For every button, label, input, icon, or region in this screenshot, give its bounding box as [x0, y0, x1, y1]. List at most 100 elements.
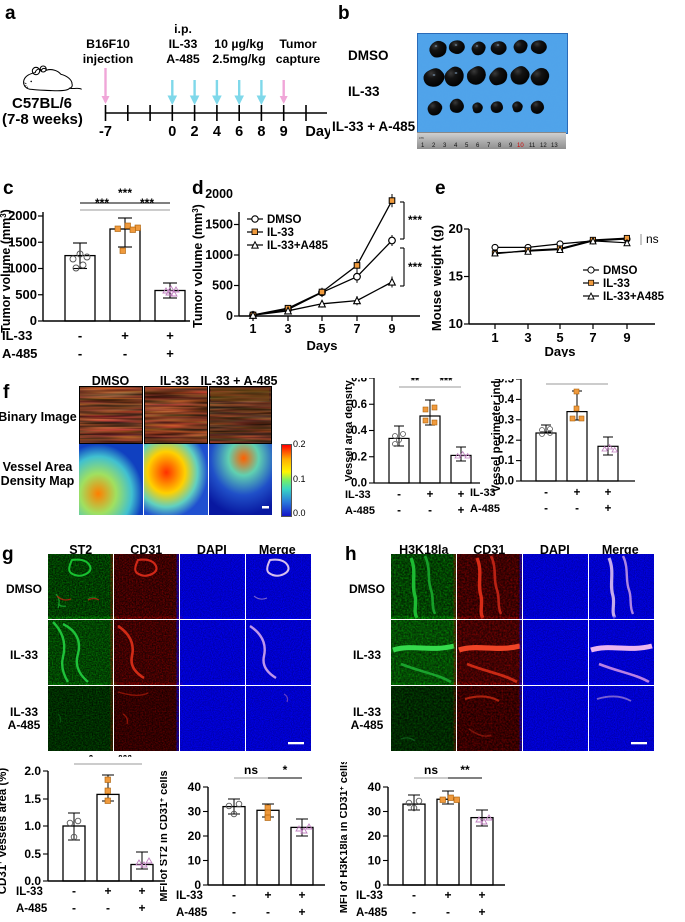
svg-text:2000: 2000 — [205, 187, 233, 201]
svg-text:MFI of ST2 in CD31+ cells: MFI of ST2 in CD31+ cells — [160, 770, 170, 901]
svg-text:5: 5 — [465, 143, 469, 149]
svg-text:0.5: 0.5 — [24, 847, 41, 861]
svg-text:IL-33: IL-33 — [176, 890, 203, 902]
svg-text:10 µg/kg: 10 µg/kg — [214, 37, 263, 51]
svg-text:ns: ns — [424, 763, 438, 777]
svg-text:+: + — [605, 503, 612, 515]
svg-text:Tumor: Tumor — [279, 37, 317, 51]
svg-text:+: + — [458, 505, 465, 517]
svg-text:-: - — [397, 489, 401, 501]
svg-text:IL-33: IL-33 — [470, 487, 496, 499]
svg-text:capture: capture — [276, 52, 321, 66]
svg-text:-: - — [575, 503, 579, 515]
svg-text:-: - — [72, 884, 76, 898]
svg-text:8: 8 — [498, 143, 502, 149]
svg-text:C57BL/6: C57BL/6 — [12, 95, 72, 112]
svg-text:7: 7 — [589, 330, 596, 345]
svg-text:IL-33: IL-33 — [603, 278, 630, 290]
svg-text:1000: 1000 — [205, 248, 233, 262]
svg-text:+: + — [166, 328, 174, 343]
svg-text:IL-33: IL-33 — [16, 886, 43, 898]
svg-text:+: + — [298, 888, 305, 902]
svg-text:***: *** — [440, 378, 454, 387]
svg-text:+: + — [264, 888, 271, 902]
svg-text:+: + — [166, 346, 174, 361]
svg-text:5: 5 — [556, 330, 563, 345]
svg-text:40: 40 — [368, 780, 382, 794]
svg-text:+: + — [478, 888, 485, 902]
svg-text:3: 3 — [285, 322, 292, 336]
svg-text:Days: Days — [306, 338, 337, 353]
svg-text:A-485: A-485 — [2, 346, 37, 361]
svg-text:A-485: A-485 — [16, 903, 48, 915]
svg-text:Tumor volume (mm3): Tumor volume (mm3) — [191, 204, 206, 328]
svg-text:IL-33: IL-33 — [345, 489, 371, 501]
svg-text:6: 6 — [235, 124, 243, 140]
svg-text:**: ** — [411, 378, 420, 387]
svg-text:-: - — [397, 505, 401, 517]
svg-text:IL-33: IL-33 — [356, 890, 383, 902]
svg-text:***: *** — [408, 260, 422, 274]
svg-text:1: 1 — [250, 322, 257, 336]
svg-text:A-485: A-485 — [166, 52, 200, 66]
svg-text:10: 10 — [368, 854, 382, 868]
svg-text:IL-33+A485: IL-33+A485 — [603, 291, 665, 303]
svg-text:0: 0 — [226, 309, 233, 323]
svg-text:Day: Day — [305, 124, 330, 140]
svg-text:IL-33+A485: IL-33+A485 — [267, 240, 329, 252]
svg-text:-: - — [232, 905, 236, 919]
svg-text:-: - — [106, 901, 110, 915]
svg-text:10: 10 — [517, 143, 524, 149]
svg-text:Mouse weight (g): Mouse weight (g) — [430, 225, 444, 331]
svg-text:2.5mg/kg: 2.5mg/kg — [212, 52, 265, 66]
svg-text:+: + — [298, 905, 305, 919]
svg-text:IL-33: IL-33 — [169, 37, 198, 51]
svg-text:-: - — [78, 346, 82, 361]
svg-text:1: 1 — [421, 143, 425, 149]
svg-text:2: 2 — [432, 143, 436, 149]
svg-text:-7: -7 — [99, 124, 112, 140]
svg-text:CD31+ vessels area (%): CD31+ vessels area (%) — [0, 768, 9, 895]
svg-text:-: - — [266, 905, 270, 919]
svg-text:1.5: 1.5 — [24, 792, 41, 806]
svg-text:+: + — [444, 888, 451, 902]
svg-text:+: + — [605, 487, 612, 499]
svg-text:-: - — [232, 888, 236, 902]
svg-text:Days: Days — [544, 344, 575, 357]
svg-text:+: + — [121, 328, 129, 343]
svg-text:***: *** — [95, 196, 109, 210]
svg-text:B16F10: B16F10 — [86, 37, 130, 51]
svg-text:-: - — [412, 905, 416, 919]
svg-text:4: 4 — [454, 143, 458, 149]
svg-text:30: 30 — [188, 805, 202, 819]
svg-text:-: - — [72, 901, 76, 915]
svg-text:+: + — [427, 489, 434, 501]
svg-text:+: + — [458, 489, 465, 501]
svg-text:*: * — [560, 379, 565, 384]
svg-text:9: 9 — [509, 143, 513, 149]
svg-text:15: 15 — [449, 269, 463, 284]
svg-text:Vessel perimeter index: Vessel perimeter index — [491, 379, 503, 492]
svg-text:A-485: A-485 — [356, 907, 388, 919]
svg-text:A-485: A-485 — [470, 503, 500, 515]
svg-text:ns: ns — [646, 232, 659, 246]
svg-text:20: 20 — [449, 221, 463, 236]
svg-text:1: 1 — [491, 330, 498, 345]
svg-text:9: 9 — [280, 124, 288, 140]
svg-text:***: *** — [118, 186, 132, 200]
svg-text:-: - — [544, 503, 548, 515]
svg-text:cm: cm — [419, 136, 424, 140]
svg-text:0: 0 — [30, 313, 37, 328]
svg-text:9: 9 — [389, 322, 396, 336]
svg-text:1.0: 1.0 — [24, 819, 41, 833]
svg-text:2: 2 — [191, 124, 199, 140]
svg-text:9: 9 — [623, 330, 630, 345]
svg-text:12: 12 — [540, 143, 547, 149]
svg-text:+: + — [478, 905, 485, 919]
svg-text:***: *** — [118, 755, 132, 764]
svg-text:Tumor volume (mm3): Tumor volume (mm3) — [0, 209, 13, 333]
svg-text:*: * — [89, 755, 94, 764]
svg-text:30: 30 — [368, 805, 382, 819]
svg-text:+: + — [138, 901, 145, 915]
svg-text:6: 6 — [476, 143, 480, 149]
